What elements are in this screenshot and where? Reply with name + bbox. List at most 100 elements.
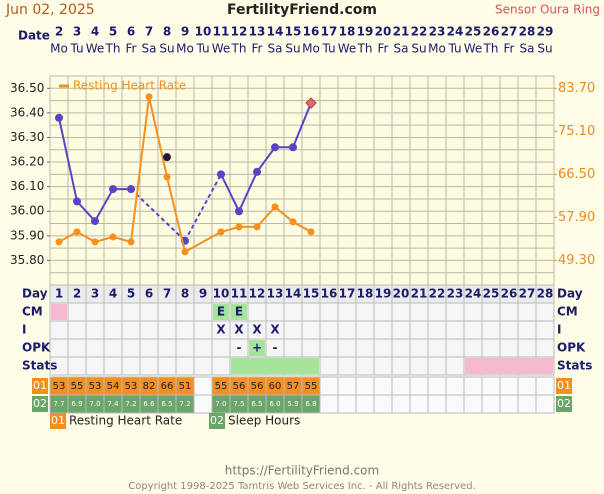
obs-cell: [517, 338, 537, 358]
hr-value: 60: [269, 381, 282, 392]
obs-cell: [49, 338, 69, 358]
hr-value: 51: [179, 381, 192, 392]
obs-cell: [535, 302, 555, 322]
obs-cell: [337, 320, 357, 340]
obs-cell: [139, 302, 159, 322]
date-label: 20: [375, 25, 392, 39]
sleep-cell: [499, 394, 519, 414]
hr-cell: [427, 376, 447, 396]
date-label: 19: [357, 25, 374, 39]
sleep-value: 7.2: [125, 400, 136, 408]
obs-cell: [175, 356, 195, 376]
sleep-value: 7.0: [215, 400, 226, 408]
code-box: [32, 396, 48, 412]
day-number: 10: [213, 287, 230, 301]
y-tick-label: 35.80: [10, 253, 44, 267]
weekday-label: Mo: [176, 42, 194, 56]
obs-cell: [67, 320, 87, 340]
weekday-label: Sa: [394, 42, 409, 56]
obs-fill: [51, 304, 67, 320]
hr-cell: [445, 376, 465, 396]
obs-cell: [463, 302, 483, 322]
point: [91, 217, 99, 226]
code-label: 02: [33, 397, 47, 410]
date-label: Date: [18, 29, 50, 43]
date-label: 24: [447, 25, 464, 39]
weekday-label: Tu: [447, 42, 461, 56]
legend-label: Resting Heart Rate: [73, 79, 186, 93]
point: [235, 223, 243, 231]
point: [289, 143, 297, 152]
day-number: 22: [429, 287, 446, 301]
hr-value: 57: [287, 381, 300, 392]
obs-cell: [535, 320, 555, 340]
obs-cell: [175, 338, 195, 358]
date-label: 15: [285, 25, 302, 39]
point: [73, 228, 81, 236]
point: [109, 185, 117, 194]
weekday-label: We: [86, 42, 105, 56]
obs-cell: [193, 302, 213, 322]
day-number: 15: [303, 287, 320, 301]
weekday-label: Th: [105, 42, 121, 56]
point: [55, 113, 63, 122]
sleep-cell: [481, 394, 501, 414]
date-label: 13: [249, 25, 266, 39]
obs-cell: [319, 356, 339, 376]
day-number: 28: [537, 287, 554, 301]
obs-cell: [103, 356, 123, 376]
weekday-label: Th: [231, 42, 247, 56]
obs-text: E: [235, 305, 243, 319]
obs-cell: [193, 338, 213, 358]
obs-text: X: [270, 323, 280, 337]
obs-cell: [445, 302, 465, 322]
day-number: 12: [249, 287, 266, 301]
y-tick-label: 36.50: [10, 81, 44, 95]
legend-code: 01: [51, 414, 65, 427]
sleep-cell: [445, 394, 465, 414]
date-label: 6: [127, 25, 135, 39]
point: [145, 93, 153, 101]
hr-value: 55: [305, 381, 318, 392]
point: [73, 197, 81, 206]
y2-tick-label: 83.70: [558, 81, 595, 96]
weekday-label: Fr: [504, 42, 515, 56]
weekday-label: Su: [537, 42, 552, 56]
obs-cell: [139, 356, 159, 376]
y2-tick-label: 66.50: [558, 167, 595, 182]
point: [289, 218, 297, 226]
date-label: 4: [91, 25, 99, 39]
obs-cell: [481, 320, 501, 340]
date-label: 25: [465, 25, 482, 39]
obs-text: E: [217, 305, 225, 319]
row-label: CM: [22, 305, 43, 319]
hr-cell: [517, 376, 537, 396]
weekday-label: Sa: [520, 42, 535, 56]
obs-cell: [121, 356, 141, 376]
row-label: OPK: [557, 341, 586, 355]
obs-cell: [301, 338, 321, 358]
obs-cell: [373, 320, 393, 340]
point: [91, 238, 99, 246]
obs-cell: [373, 338, 393, 358]
row-label: CM: [557, 305, 578, 319]
code-box: [556, 378, 572, 394]
day-number: 27: [519, 287, 536, 301]
obs-cell: [499, 302, 519, 322]
y-tick-label: 36.10: [10, 179, 44, 193]
day-label: Day: [557, 287, 583, 301]
day-number: 18: [357, 287, 374, 301]
y-tick-label: 35.90: [10, 228, 44, 242]
obs-cell: [211, 356, 231, 376]
day-number: 3: [91, 287, 99, 301]
obs-cell: [85, 338, 105, 358]
weekday-label: Tu: [69, 42, 83, 56]
code-box: [32, 378, 48, 394]
point: [235, 207, 243, 216]
sleep-cell: [355, 394, 375, 414]
obs-cell: [175, 320, 195, 340]
obs-cell: [517, 302, 537, 322]
weekday-label: Fr: [378, 42, 389, 56]
day-number: 20: [393, 287, 410, 301]
obs-cell: [67, 302, 87, 322]
